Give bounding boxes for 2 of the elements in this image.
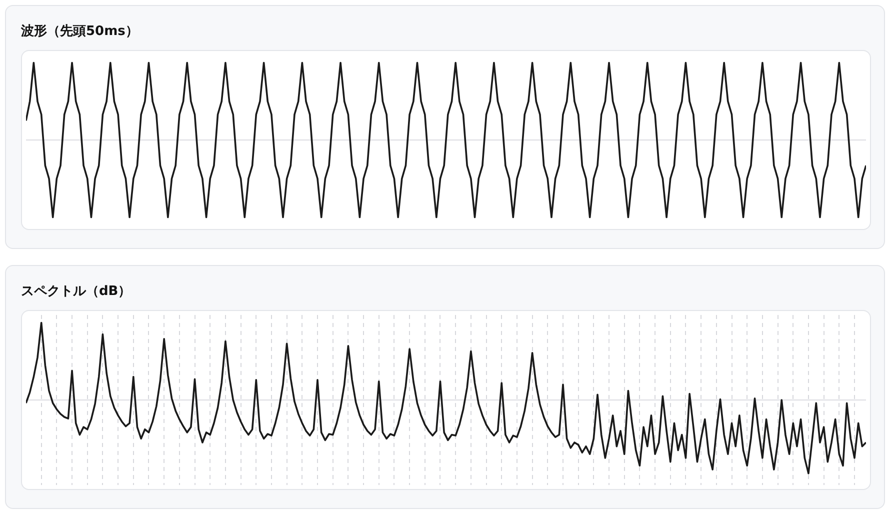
chart-title: スペクトル（dB） bbox=[21, 283, 132, 300]
chart-title: 波形（先頭50ms） bbox=[21, 23, 138, 40]
